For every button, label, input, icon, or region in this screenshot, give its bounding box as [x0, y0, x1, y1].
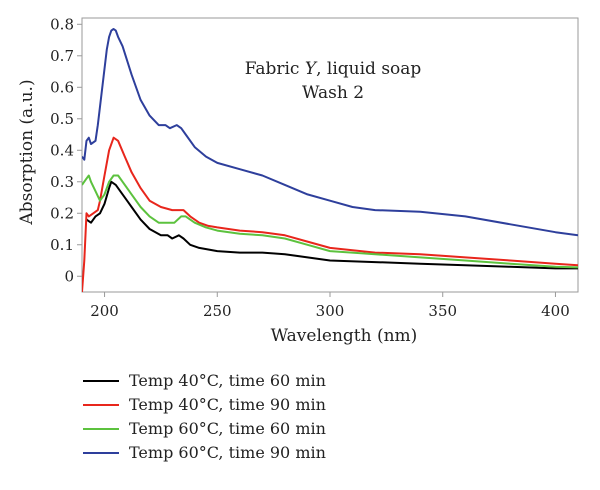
y-tick-label: 0.1	[50, 236, 74, 254]
axes-group: 200 250 300 350 400 0 0.1 0.2 0.3 0.4 0.5 0.6 0.7 0.8	[50, 15, 579, 320]
x-tick-label: 250	[203, 302, 232, 320]
x-axis-title: Wavelength (nm)	[271, 326, 418, 346]
y-tick-label: 0.2	[50, 204, 74, 222]
x-tick-label: 400	[541, 302, 570, 320]
legend-label-4: Temp 60°C, time 90 min	[129, 443, 326, 462]
y-tick-label: 0	[64, 267, 74, 285]
legend-label-1: Temp 40°C, time 60 min	[129, 371, 326, 390]
legend-label-2: Temp 40°C, time 90 min	[129, 395, 326, 414]
x-tick-label: 200	[90, 302, 119, 320]
series-line-2	[82, 136, 578, 292]
annotation-prefix: Fabric	[245, 59, 305, 79]
y-axis-title: Absorption (a.u.)	[17, 79, 37, 225]
series-line-3	[82, 174, 578, 269]
legend-group: Temp 40°C, time 60 min Temp 40°C, time 90…	[83, 371, 326, 462]
x-tick-label: 300	[316, 302, 345, 320]
chart-annotation-line-2: Wash 2	[302, 83, 364, 103]
chart-annotation-line-1: Fabric Y, liquid soap	[245, 59, 422, 79]
series-line-1	[85, 180, 578, 270]
y-tick-label: 0.6	[50, 78, 74, 96]
y-tick-label: 0.4	[50, 141, 74, 159]
annotation-suffix: , liquid soap	[316, 59, 421, 79]
y-tick-label: 0.5	[50, 110, 74, 128]
series-group	[82, 28, 578, 292]
y-tick-label: 0.3	[50, 173, 74, 191]
series-line-4	[82, 28, 578, 237]
x-tick-label: 350	[428, 302, 457, 320]
annotation-italic: Y	[305, 59, 318, 79]
y-tick-label: 0.8	[50, 15, 74, 33]
y-tick-label: 0.7	[50, 47, 74, 65]
legend-label-3: Temp 60°C, time 60 min	[129, 419, 326, 438]
